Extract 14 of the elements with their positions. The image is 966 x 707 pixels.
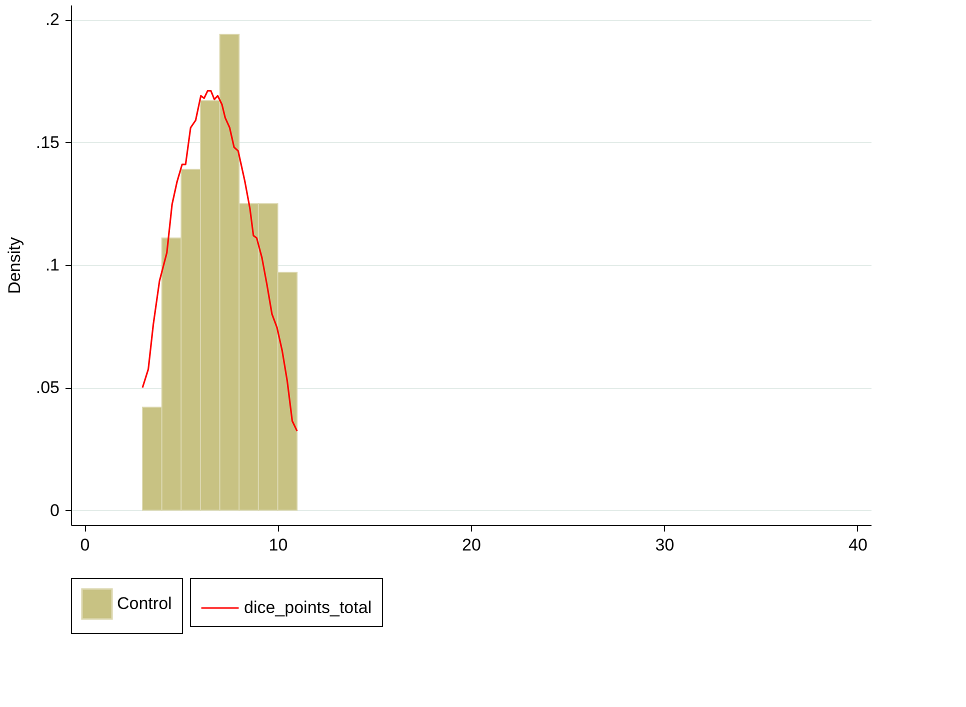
x-tick-label: 0 xyxy=(80,536,90,554)
y-axis-title: Density xyxy=(4,236,24,294)
y-tick-label: .1 xyxy=(45,256,60,274)
line-series xyxy=(142,90,298,432)
x-tick-label: 10 xyxy=(268,536,288,554)
legend-label: dice_points_total xyxy=(244,598,372,617)
legend-label: Control xyxy=(117,594,172,613)
x-tick-label: 20 xyxy=(462,536,481,554)
y-tick-label: .05 xyxy=(36,378,60,398)
x-tick-label: 40 xyxy=(848,536,868,554)
y-tick-label: .15 xyxy=(36,132,60,152)
x-tick-label: 30 xyxy=(655,536,674,554)
y-tick-label: .2 xyxy=(45,10,60,30)
y-tick-label: 0 xyxy=(50,500,60,520)
